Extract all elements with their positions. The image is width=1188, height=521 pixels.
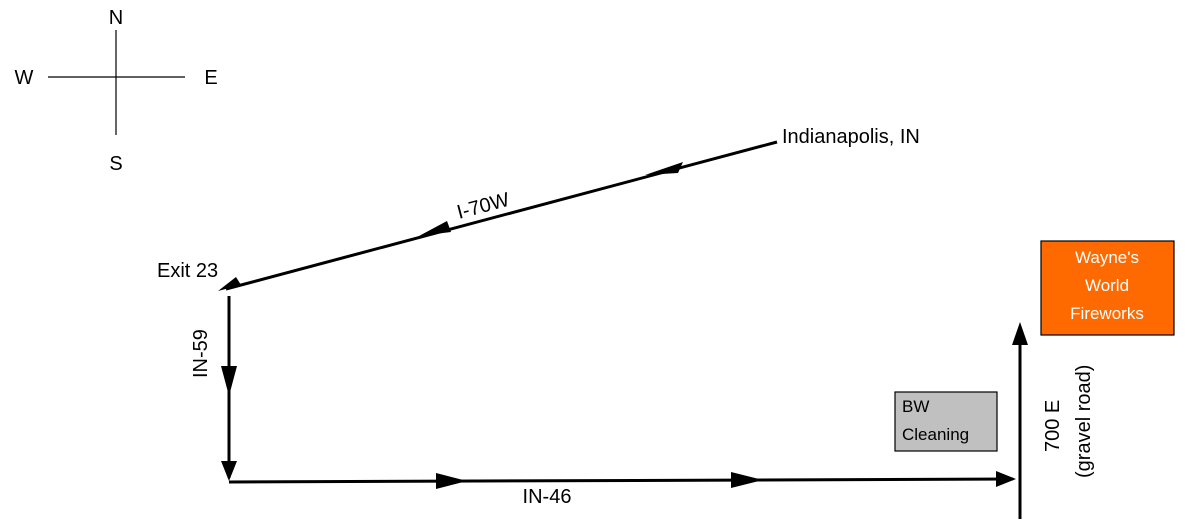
in46-direction-arrow-3	[996, 471, 1016, 487]
in59-direction-arrow-2	[221, 461, 237, 481]
destination-label-line2: World	[1085, 276, 1129, 295]
in46-road-label: IN-46	[523, 486, 572, 508]
bw-cleaning-landmark: BW Cleaning	[894, 391, 998, 452]
in46-direction-arrow-1	[436, 473, 467, 489]
i70w-direction-arrow-1	[645, 162, 683, 175]
route-in59: IN-59	[190, 296, 237, 481]
destination-landmark: Wayne's World Fireworks	[1040, 240, 1175, 336]
bw-cleaning-box	[894, 391, 998, 452]
i70w-road-label: I-70W	[455, 189, 512, 224]
route-700e: 700 E (gravel road)	[1012, 322, 1095, 519]
i70w-road-line	[225, 140, 778, 291]
compass-east-label: E	[204, 67, 217, 89]
origin-city-label: Indianapolis, IN	[782, 126, 920, 148]
destination-label-line1: Wayne's	[1075, 248, 1139, 267]
route-i70w: I-70W	[218, 140, 778, 291]
compass-north-label: N	[109, 7, 123, 29]
bw-cleaning-label-line2: Cleaning	[902, 425, 969, 444]
exit-23-label: Exit 23	[157, 260, 218, 282]
in46-road-line	[228, 477, 1014, 484]
700e-road-note: (gravel road)	[1073, 365, 1095, 478]
in59-road-label: IN-59	[190, 329, 212, 378]
destination-label-line3: Fireworks	[1070, 304, 1144, 323]
compass-west-label: W	[15, 67, 34, 89]
i70w-direction-arrow-3	[218, 277, 241, 291]
bw-cleaning-label-line1: BW	[902, 397, 929, 416]
in59-direction-arrow-1	[221, 366, 237, 396]
compass-rose: N S W E	[15, 7, 218, 175]
700e-road-label: 700 E	[1042, 400, 1064, 452]
destination-box	[1040, 240, 1175, 336]
700e-direction-arrow	[1012, 322, 1028, 345]
i70w-direction-arrow-2	[419, 221, 451, 236]
compass-south-label: S	[109, 153, 122, 175]
route-in46: IN-46	[228, 471, 1016, 508]
in46-direction-arrow-2	[731, 472, 763, 488]
